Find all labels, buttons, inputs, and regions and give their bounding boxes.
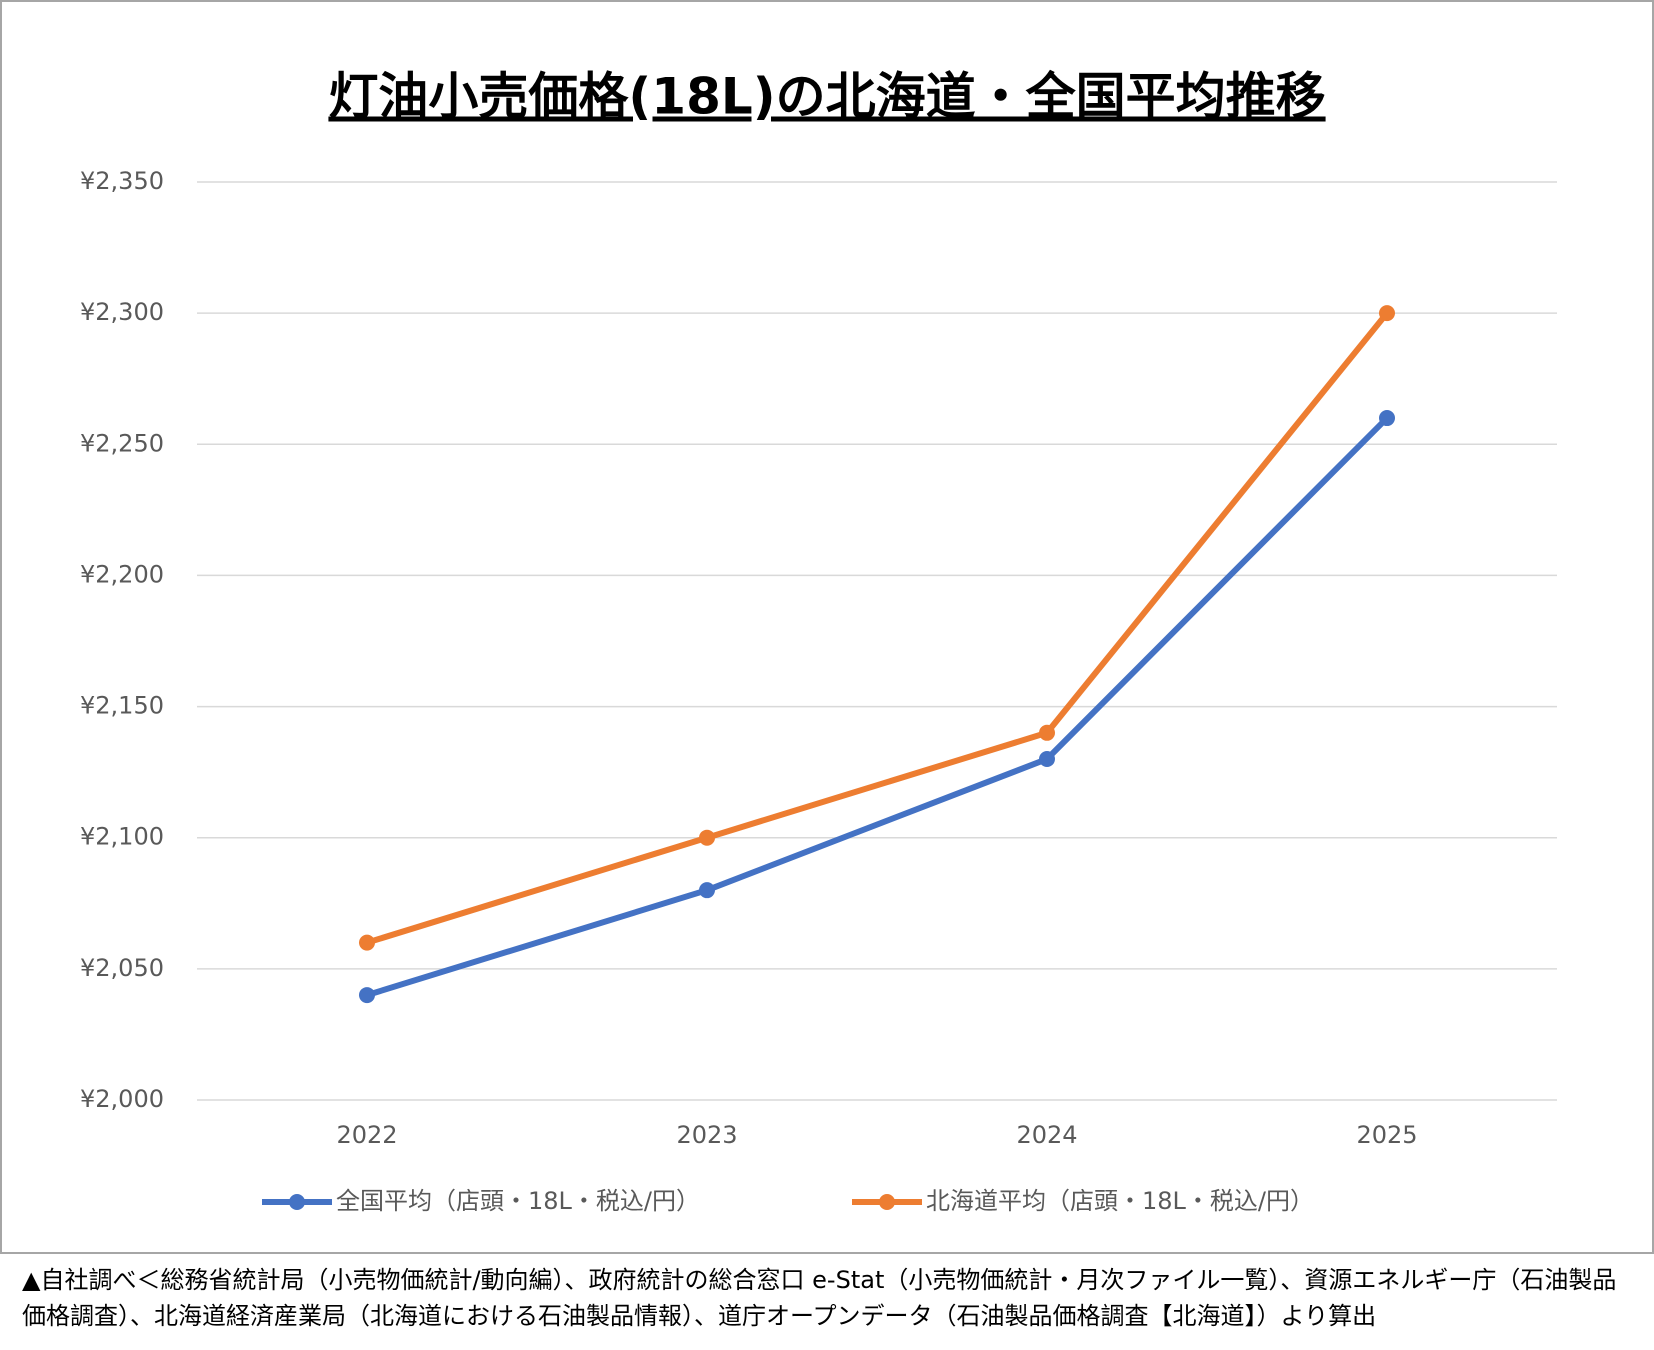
footnote: ▲自社調べ＜総務省統計局（小売物価統計/動向編）、政府統計の総合窓口 e-Sta…	[22, 1266, 1617, 1330]
y-tick-label: ¥2,050	[80, 954, 164, 982]
series-line	[366, 311, 1390, 946]
y-tick-label: ¥2,250	[80, 429, 164, 457]
y-tick-label: ¥2,100	[80, 823, 164, 851]
x-tick-label: 2025	[1356, 1121, 1417, 1149]
data-point	[359, 934, 375, 951]
data-point	[1379, 410, 1395, 427]
series-line	[366, 415, 1390, 998]
x-tick-label: 2022	[336, 1121, 397, 1149]
data-point	[699, 882, 715, 899]
y-tick-label: ¥2,000	[80, 1085, 164, 1113]
legend-label: 全国平均（店頭・18L・税込/円）	[336, 1187, 700, 1215]
data-point	[699, 829, 715, 846]
y-tick-label: ¥2,200	[80, 560, 164, 588]
chart-title: 灯油小売価格(18L)の北海道・全国平均推移	[328, 68, 1325, 126]
x-tick-label: 2023	[676, 1121, 737, 1149]
y-tick-label: ¥2,300	[80, 298, 164, 326]
chart-frame	[0, 0, 1654, 1254]
data-point	[1039, 724, 1055, 741]
x-tick-label: 2024	[1016, 1121, 1077, 1149]
legend-label: 北海道平均（店頭・18L・税込/円）	[926, 1187, 1314, 1215]
legend-marker	[879, 1194, 895, 1210]
data-point	[1039, 751, 1055, 768]
data-point	[359, 987, 375, 1004]
legend-marker	[289, 1194, 305, 1210]
data-point	[1379, 305, 1395, 322]
chart: 灯油小売価格(18L)の北海道・全国平均推移 ¥2,000 ¥2,050 ¥2,10…	[0, 0, 1654, 1254]
y-tick-label: ¥2,150	[80, 692, 164, 720]
y-tick-label: ¥2,350	[80, 167, 164, 195]
